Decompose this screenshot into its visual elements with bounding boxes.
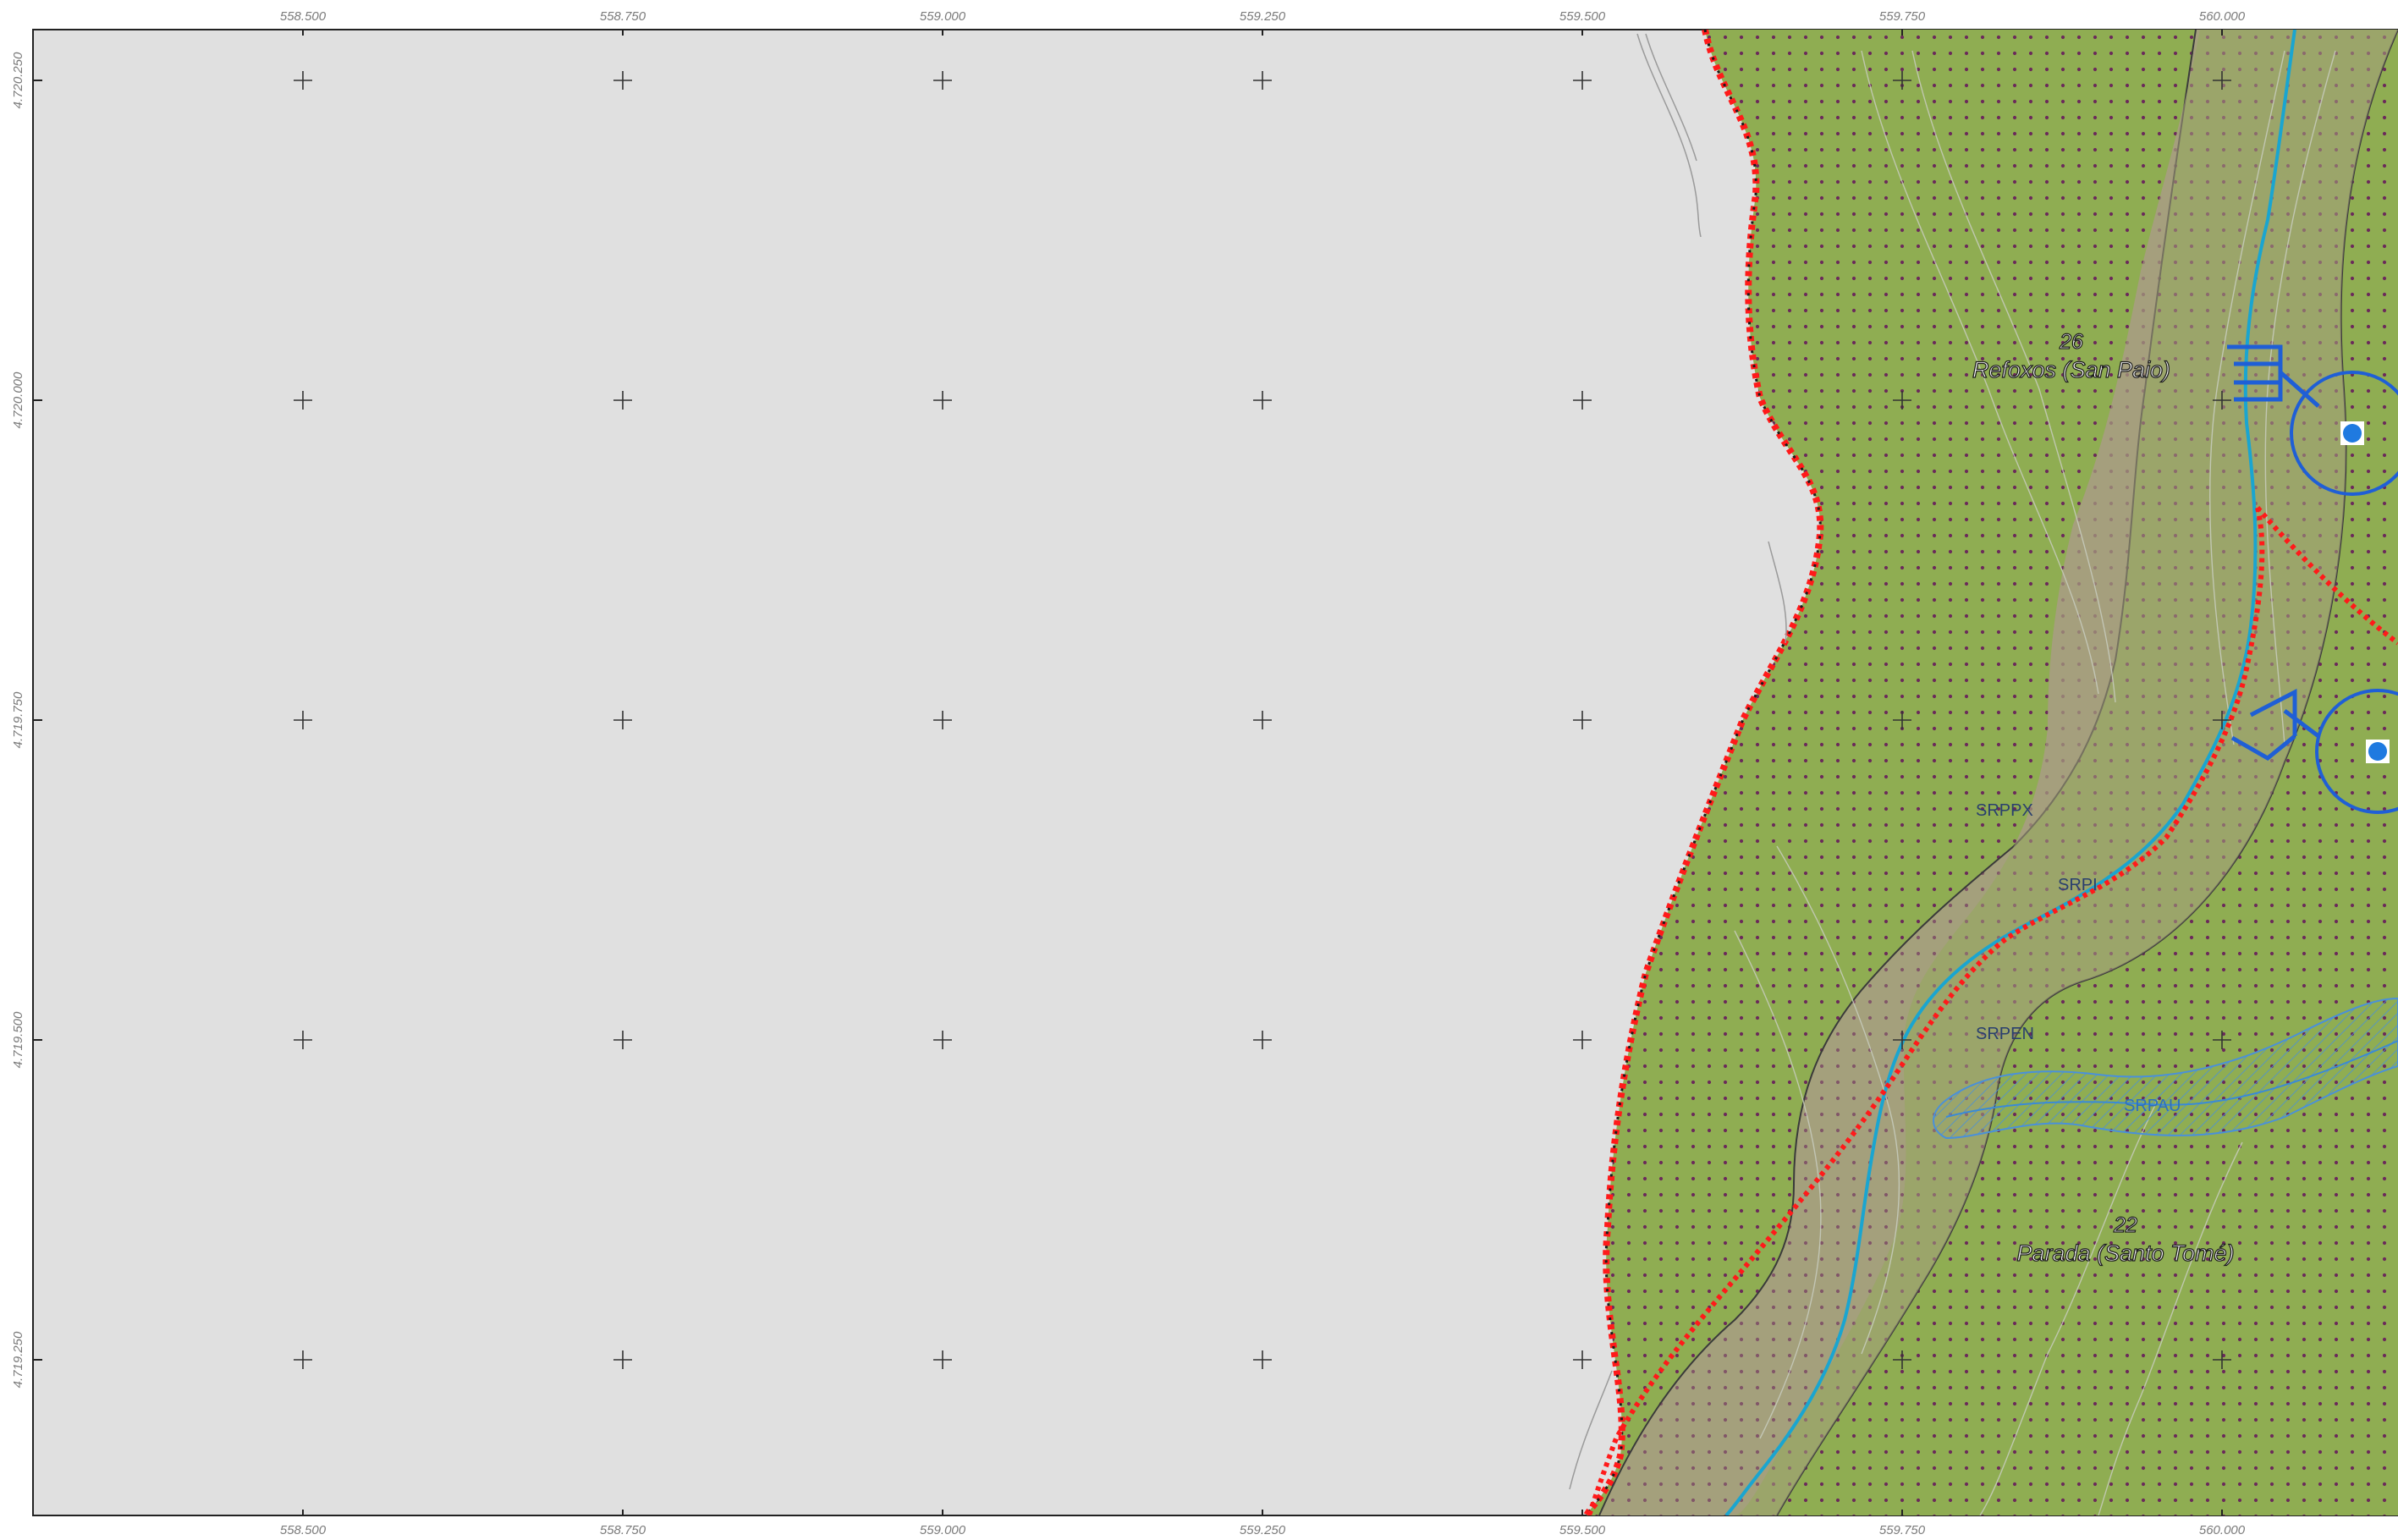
grid-cross-icon [1253, 391, 1272, 410]
grid-cross-icon [294, 391, 312, 410]
well-south[interactable] [2230, 688, 2398, 814]
grid-crosses [294, 71, 2231, 1369]
x-tick-label-bottom: 560.000 [2199, 1523, 2246, 1537]
x-tick-label-top: 559.500 [1559, 9, 1606, 24]
well-circle-icon [2290, 371, 2398, 496]
contour-lines [1734, 50, 2336, 1515]
y-tick-label: 4.720.250 [11, 52, 25, 108]
y-tick-label: 4.719.500 [11, 1011, 25, 1068]
x-tick-label-bottom: 559.500 [1559, 1523, 1606, 1537]
grid-cross-icon [2213, 711, 2231, 729]
tank-dot [2368, 742, 2387, 761]
zone-label-srppx: SRPPX [1976, 801, 2033, 820]
x-tick-label-top: 559.250 [1240, 9, 1286, 24]
x-tick-label-bottom: 559.000 [920, 1523, 966, 1537]
x-tick-label-bottom: 559.750 [1879, 1523, 1926, 1537]
grid-cross-icon [1573, 391, 1592, 410]
x-tick-label-top: 560.000 [2199, 9, 2246, 24]
parish-boundary-diagonal [1587, 507, 2265, 1515]
grid-cross-icon [1893, 1031, 1911, 1049]
zone-label-srpi: SRPI [2058, 876, 2098, 894]
x-tick-label-top: 558.750 [600, 9, 646, 24]
grid-cross-icon [933, 71, 952, 90]
x-tick-label-bottom: 559.250 [1240, 1523, 1286, 1537]
grid-cross-icon [933, 1350, 952, 1369]
pipe-outlet-south [2230, 688, 2320, 762]
grid-cross-icon [613, 391, 632, 410]
grid-cross-icon [2213, 1350, 2231, 1369]
grid-cross-icon [933, 1031, 952, 1049]
grid-cross-icon [1893, 391, 1911, 410]
grid-cross-icon [294, 1031, 312, 1049]
srpau-stream [1945, 1040, 2398, 1118]
grid-cross-icon [1573, 1350, 1592, 1369]
roads [1569, 33, 1787, 1490]
y-tick-label: 4.720.000 [11, 371, 25, 428]
river-corridor-east-band [1735, 30, 2398, 1515]
axis-labels: 558.500 558.500 558.750 558.750 559.000 559.0… [11, 9, 2246, 1537]
x-tick-label-top: 559.750 [1879, 9, 1926, 24]
grid-cross-icon [1893, 1350, 1911, 1369]
tank-dot [2343, 424, 2362, 443]
grid-cross-icon [1573, 1031, 1592, 1049]
place-name-parada: Parada (Santo Tomé) [2016, 1240, 2234, 1266]
grid-cross-icon [294, 71, 312, 90]
x-tick-label-top: 558.500 [280, 9, 327, 24]
zone-label-srpau: SRPAU [2124, 1097, 2181, 1115]
place-number-refoxos: 26 [2059, 330, 2083, 354]
grid-cross-icon [933, 391, 952, 410]
parish-boundary-east [2255, 506, 2398, 646]
grid-cross-icon [1253, 1031, 1272, 1049]
grid-cross-icon [294, 1350, 312, 1369]
y-tick-label: 4.719.750 [11, 691, 25, 748]
place-name-refoxos: Refoxos (San Paio) [1972, 357, 2170, 382]
grid-cross-icon [1893, 71, 1911, 90]
x-tick-label-top: 559.000 [920, 9, 966, 24]
river-corridor-dots [1599, 30, 2200, 1515]
x-tick-label-bottom: 558.500 [280, 1523, 327, 1537]
well-circle-icon [2315, 689, 2398, 814]
grid-cross-icon [1893, 711, 1911, 729]
grid-cross-icon [613, 1031, 632, 1049]
grid-cross-icon [294, 711, 312, 729]
grid-cross-icon [1253, 711, 1272, 729]
grid-cross-icon [2213, 391, 2231, 410]
grid-cross-icon [2213, 1031, 2231, 1049]
grid-cross-icon [1253, 71, 1272, 90]
grid-cross-icon [613, 71, 632, 90]
grid-cross-icon [613, 711, 632, 729]
zone-label-srpen: SRPEN [1976, 1025, 2034, 1043]
grid-cross-icon [1573, 71, 1592, 90]
grid-cross-icon [2213, 71, 2231, 90]
grid-cross-icon [933, 711, 952, 729]
grid-cross-icon [613, 1350, 632, 1369]
x-tick-label-bottom: 558.750 [600, 1523, 646, 1537]
river-line [1724, 30, 2296, 1515]
grid-cross-icon [1573, 711, 1592, 729]
y-tick-label: 4.719.250 [11, 1331, 25, 1388]
well-refoxos[interactable] [2227, 344, 2398, 496]
place-number-parada: 22 [2113, 1213, 2137, 1237]
pipe-outlet-north [2227, 344, 2320, 408]
grid-cross-icon [1253, 1350, 1272, 1369]
